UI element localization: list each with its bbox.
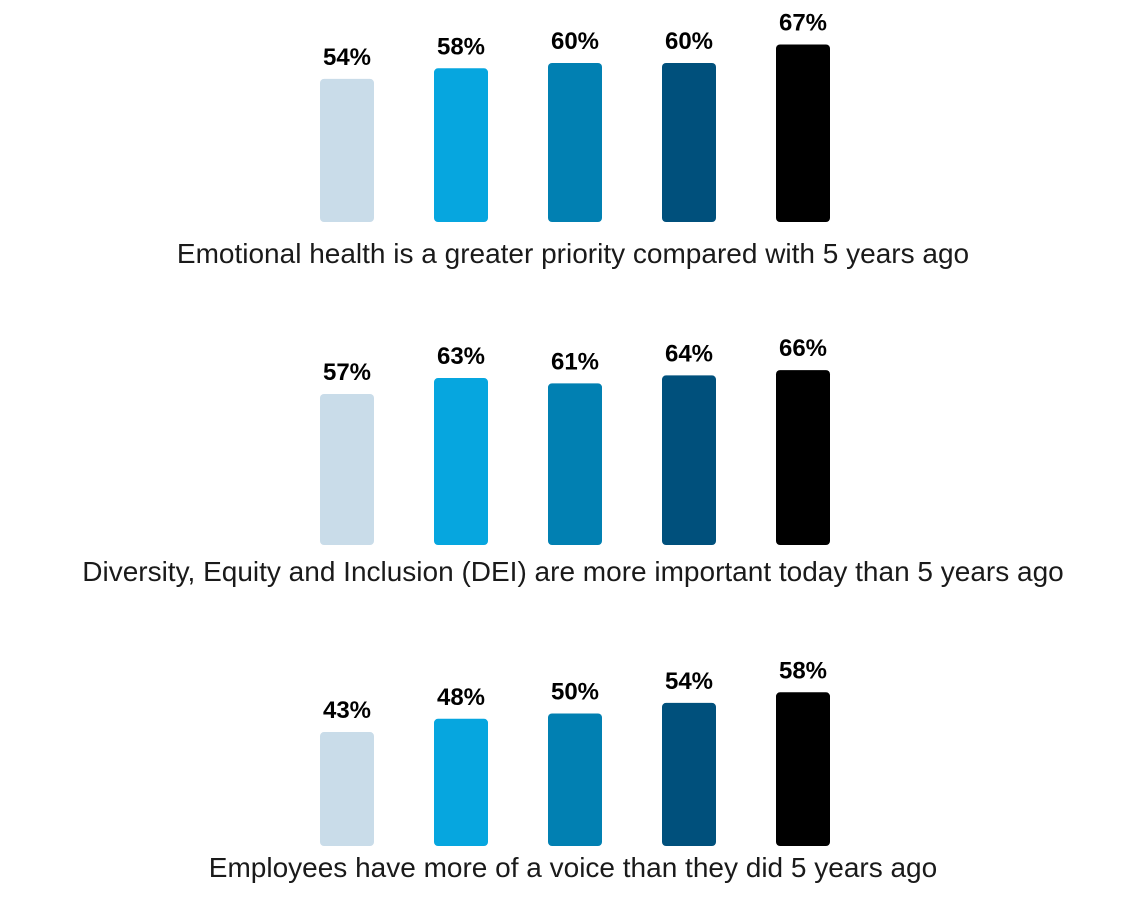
value-label-3-3: 50% [551, 679, 599, 706]
value-label-1-2: 58% [437, 33, 485, 60]
value-label-3-5: 58% [779, 657, 827, 684]
chart-panel-3: 43% 48% 50% 54% 58% Employees have more of a … [209, 657, 937, 883]
chart-panel-1: 54% 58% 60% 60% 67% Emotional health is a gre… [177, 9, 969, 269]
panel-caption-1: Emotional health is a greater priority c… [177, 238, 969, 269]
bar-3-4 [662, 702, 716, 846]
bar-3-2 [434, 718, 488, 846]
bar-2-5 [776, 370, 830, 545]
bar-2-2 [434, 378, 488, 545]
bar-1-1 [320, 78, 374, 223]
value-label-3-4: 54% [665, 668, 713, 695]
bar-3-1 [320, 732, 374, 846]
bar-1-2 [434, 68, 488, 222]
bar-3-3 [548, 713, 602, 846]
bar-1-3 [548, 63, 602, 222]
chart-panel-2: 57% 63% 61% 64% 66% Diversity, Equity and Inc… [82, 335, 1064, 587]
value-label-2-4: 64% [665, 340, 713, 367]
value-label-1-3: 60% [551, 28, 599, 55]
value-label-1-4: 60% [665, 28, 713, 55]
value-label-2-1: 57% [323, 359, 371, 386]
value-label-3-1: 43% [323, 697, 371, 724]
value-label-1-1: 54% [323, 44, 371, 71]
bar-2-4 [662, 375, 716, 545]
value-label-1-5: 67% [779, 9, 827, 36]
value-label-2-5: 66% [779, 335, 827, 362]
bar-2-3 [548, 383, 602, 545]
bar-1-5 [776, 44, 830, 223]
bar-3-5 [776, 692, 830, 846]
panel-caption-2: Diversity, Equity and Inclusion (DEI) ar… [82, 556, 1064, 587]
bar-1-4 [662, 63, 716, 222]
value-label-3-2: 48% [437, 684, 485, 711]
value-label-2-2: 63% [437, 343, 485, 370]
bar-2-1 [320, 393, 374, 545]
value-label-2-3: 61% [551, 348, 599, 375]
panel-caption-3: Employees have more of a voice than they… [209, 852, 937, 883]
